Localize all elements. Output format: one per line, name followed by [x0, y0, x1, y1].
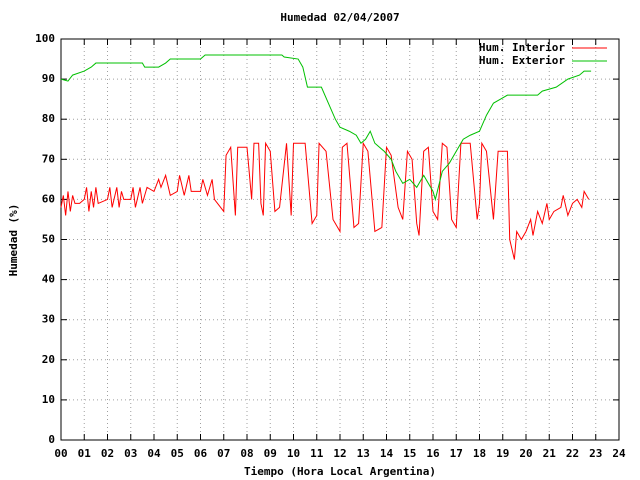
data-line [60, 141, 590, 260]
x-tick-label: 00 [54, 447, 67, 460]
y-tick-label: 70 [42, 152, 55, 165]
x-tick-label: 09 [264, 447, 277, 460]
x-tick-label: 01 [78, 447, 92, 460]
y-tick-label: 30 [42, 313, 55, 326]
y-tick-label: 10 [42, 393, 55, 406]
x-tick-label: 19 [496, 447, 509, 460]
x-tick-label: 02 [101, 447, 114, 460]
y-tick-label: 90 [42, 72, 55, 85]
x-tick-label: 20 [519, 447, 532, 460]
y-tick-label: 20 [42, 353, 55, 366]
x-tick-label: 14 [380, 447, 394, 460]
y-tick-label: 40 [42, 273, 55, 286]
x-tick-label: 24 [612, 447, 626, 460]
x-tick-label: 18 [473, 447, 486, 460]
x-tick-label: 23 [589, 447, 602, 460]
chart-title: Humedad 02/04/2007 [280, 11, 399, 24]
legend-label: Hum. Exterior [479, 54, 565, 67]
x-tick-label: 10 [287, 447, 300, 460]
y-tick-label: 80 [42, 112, 55, 125]
y-tick-label: 0 [48, 433, 55, 446]
x-tick-label: 04 [147, 447, 161, 460]
x-tick-label: 13 [357, 447, 370, 460]
y-tick-label: 100 [35, 32, 55, 45]
x-tick-label: 11 [310, 447, 324, 460]
x-tick-label: 03 [124, 447, 137, 460]
x-tick-label: 16 [426, 447, 440, 460]
x-tick-label: 06 [194, 447, 208, 460]
y-tick-label: 60 [42, 192, 55, 205]
legend-label: Hum. Interior [479, 41, 565, 54]
x-tick-label: 17 [450, 447, 463, 460]
x-tick-label: 21 [543, 447, 557, 460]
x-tick-label: 12 [333, 447, 346, 460]
x-tick-label: 08 [240, 447, 253, 460]
data-line [60, 54, 592, 202]
x-tick-label: 05 [171, 447, 184, 460]
x-axis-label: Tiempo (Hora Local Argentina) [244, 465, 436, 478]
x-tick-label: 07 [217, 447, 230, 460]
y-tick-label: 50 [42, 233, 55, 246]
x-tick-label: 22 [566, 447, 579, 460]
plot-border [60, 38, 620, 441]
x-tick-label: 15 [403, 447, 416, 460]
y-axis-label: Humedad (%) [7, 204, 20, 277]
